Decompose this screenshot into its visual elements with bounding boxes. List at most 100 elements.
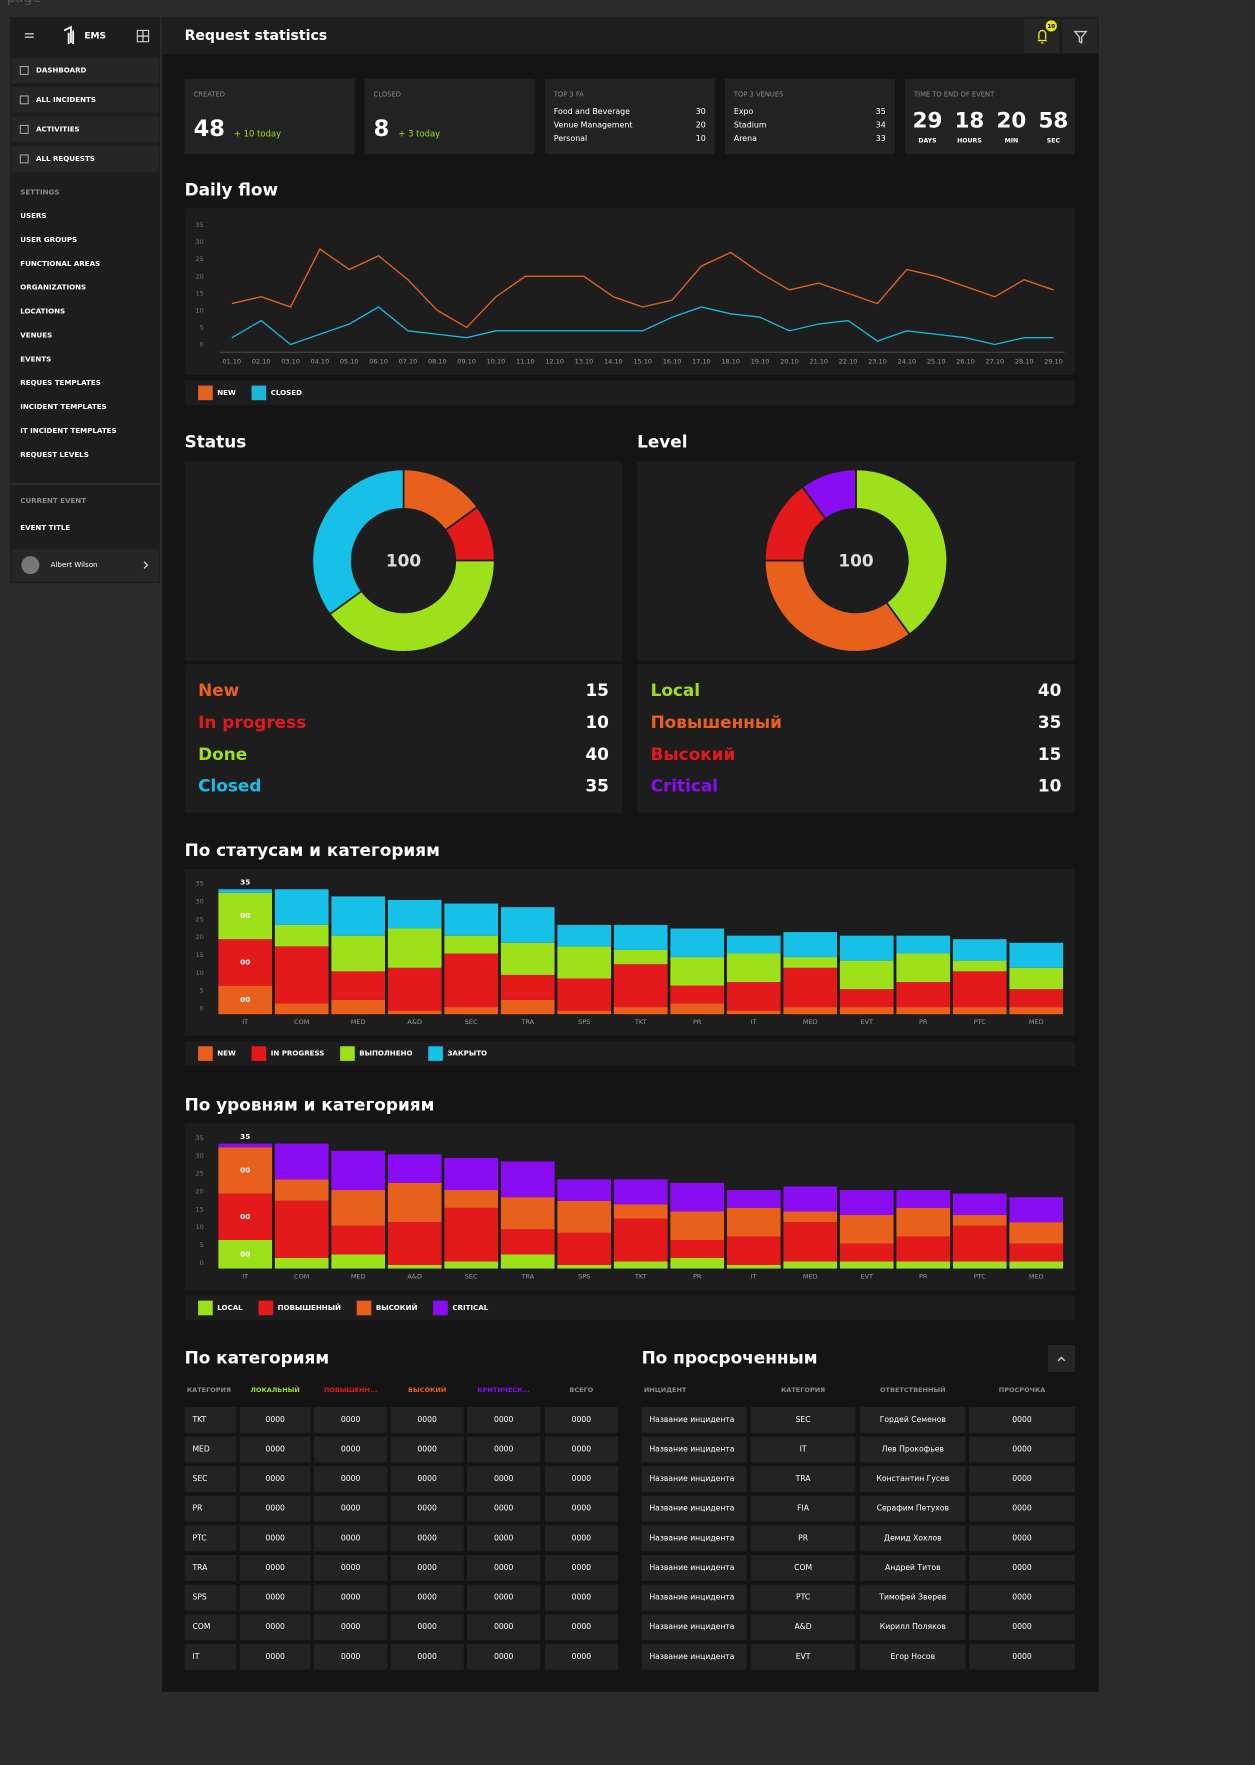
table-cell [239, 1555, 311, 1581]
x-tick-label: 27.10 [986, 357, 1005, 365]
table-cell [859, 1614, 966, 1641]
table-cell [750, 1407, 856, 1433]
x-tick-label: 06.10 [369, 357, 388, 365]
table-cell [641, 1643, 747, 1670]
legend-label: IN PROGRESS [271, 1049, 325, 1058]
bar-segment [670, 957, 725, 986]
legend-value: 15 [1038, 744, 1061, 764]
x-tick-label: 01.10 [223, 357, 242, 365]
bar-segment [896, 953, 951, 983]
apps-icon-lines [137, 30, 149, 42]
top-name: Expo [734, 107, 754, 116]
bar-segment [331, 896, 386, 936]
table-cell [969, 1436, 1075, 1463]
y-tick-label: 35 [195, 221, 203, 229]
x-tick-label: MED [1029, 1018, 1044, 1026]
nav-item[interactable] [12, 145, 159, 172]
chart-title: По статусам и категориям [185, 840, 440, 860]
table-cell [467, 1555, 541, 1581]
legend-box [184, 380, 1075, 406]
filter-button[interactable] [1062, 19, 1098, 53]
table-cell [184, 1555, 237, 1581]
nav-item[interactable] [12, 116, 159, 143]
x-tick-label: MED [803, 1018, 818, 1026]
table-cell [544, 1525, 618, 1552]
bell-icon [1037, 29, 1047, 44]
y-tick-label: 10 [195, 306, 203, 314]
card-label: TOP 3 FA [553, 91, 584, 99]
bar-segment [839, 1007, 894, 1015]
table-cell [239, 1614, 311, 1641]
bar-segment [896, 1236, 951, 1262]
bar-segment [444, 1157, 499, 1191]
legend-value: 15 [585, 680, 608, 700]
bar-segment [839, 1215, 894, 1244]
menu-icon [24, 33, 34, 38]
table-cell-text: 0000 [494, 1593, 514, 1602]
bar-segment [218, 1193, 273, 1241]
bar-segment [952, 1225, 1007, 1262]
table-cell [641, 1614, 747, 1641]
y-tick-label: 30 [195, 238, 203, 246]
bar-segment [783, 1186, 838, 1212]
table-cell [859, 1436, 966, 1463]
x-tick-label: 17.10 [692, 357, 711, 365]
countdown-value: 20 [997, 109, 1027, 134]
table-cell [467, 1525, 541, 1552]
bar-segment [218, 1143, 273, 1148]
table-cell-text: Константин Гусев [876, 1474, 949, 1483]
nav-item[interactable] [12, 86, 159, 113]
bar-segment [726, 982, 781, 1011]
table-cell-text: Лев Прокофьев [882, 1445, 945, 1454]
bar-segment [613, 1204, 668, 1219]
table-cell-text: 0000 [417, 1622, 437, 1631]
bar-segment [613, 1218, 668, 1262]
x-tick-label: 22.10 [839, 357, 858, 365]
nav-icon [19, 154, 29, 164]
top-value: 30 [696, 107, 706, 116]
table-cell-text: TRA [191, 1563, 208, 1572]
x-tick-label: 13.10 [575, 357, 594, 365]
bar-segment [387, 899, 442, 929]
bar-segment [387, 1010, 442, 1015]
settings-item: EVENTS [20, 354, 51, 363]
table-cell [859, 1555, 966, 1581]
table-cell-text: 0000 [265, 1652, 285, 1661]
table-cell [969, 1555, 1075, 1581]
table-cell-text: IT [800, 1445, 807, 1454]
bar-segment [839, 989, 894, 1008]
y-tick-label: 25 [195, 1170, 203, 1178]
top-name: Arena [734, 134, 757, 143]
bar-segment [670, 1257, 725, 1269]
nav-icon [19, 124, 29, 134]
table-cell-text: SEC [796, 1415, 811, 1424]
bar-segment [274, 1143, 329, 1180]
settings-item: IT INCIDENT TEMPLATES [20, 426, 116, 435]
logo [63, 25, 75, 44]
table-cell-text: 0000 [417, 1563, 437, 1572]
bar-segment [952, 1193, 1007, 1216]
chart-box [184, 208, 1075, 375]
donut-slice [763, 559, 911, 653]
bar-segment [274, 1179, 329, 1201]
bar-segment [218, 939, 273, 986]
table-cell-text: TKT [191, 1415, 206, 1424]
top-value: 20 [696, 120, 706, 129]
top-value: 33 [876, 134, 886, 143]
nav-label: ALL REQUESTS [36, 154, 95, 163]
bar-segment [1009, 1007, 1064, 1015]
bar-segment [670, 928, 725, 958]
x-tick-label: 09.10 [457, 357, 476, 365]
table-cell [969, 1495, 1075, 1522]
table-cell [390, 1555, 464, 1581]
bar-segment [1009, 1243, 1064, 1262]
nav-item[interactable] [12, 57, 159, 84]
legend-value: 10 [1038, 776, 1061, 796]
legend-label: NEW [217, 1049, 236, 1058]
y-tick-label: 25 [195, 915, 203, 923]
table-cell [239, 1643, 311, 1670]
table-cell [641, 1584, 747, 1611]
nav-label: ACTIVITIES [36, 124, 80, 133]
table-cell [239, 1436, 311, 1463]
collapse-button[interactable] [1047, 1345, 1075, 1373]
